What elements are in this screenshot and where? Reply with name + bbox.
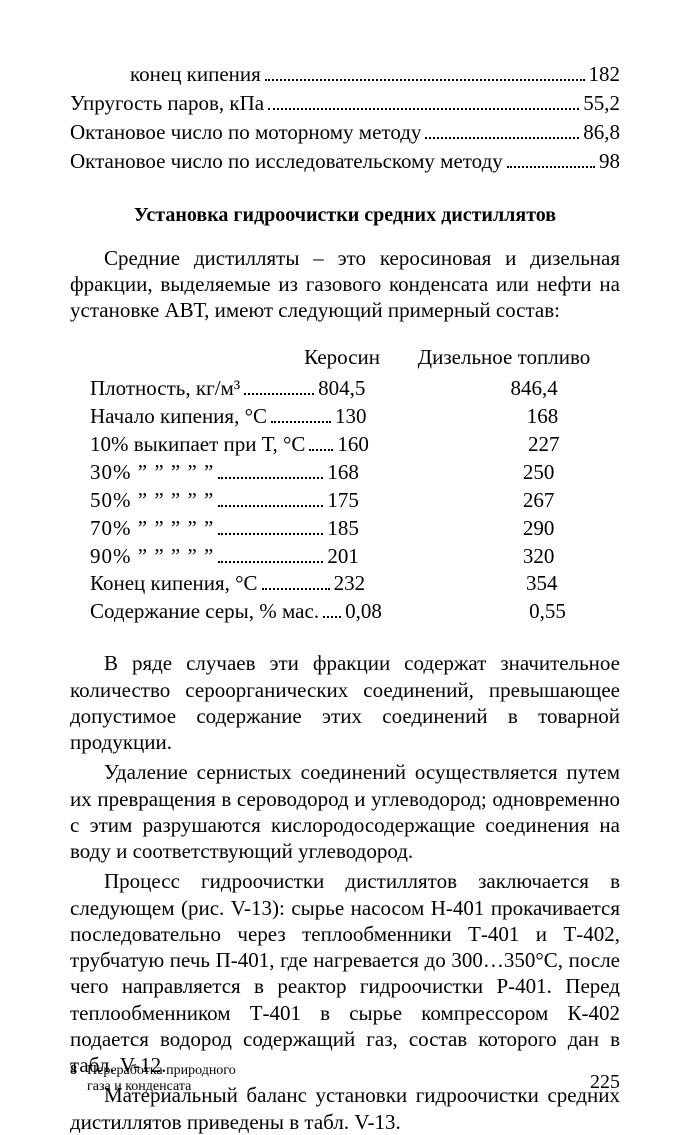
leader-dots <box>425 118 579 139</box>
table-row: 90% ” ” ” ” ” 201320 <box>90 542 620 569</box>
table-row-val1: 185 <box>327 516 397 541</box>
table-row-val1: 168 <box>327 460 397 485</box>
page-number: 225 <box>590 1071 620 1094</box>
table-row-dots <box>218 514 323 535</box>
table-row-dots <box>218 542 323 563</box>
table-row-label: 70% ” ” ” ” ” <box>90 516 214 541</box>
leader-label: Упругость паров, кПа <box>70 91 264 116</box>
table-row: Конец кипения, °С 232354 <box>90 570 620 597</box>
table-row-val2: 168 <box>405 404 620 429</box>
leader-dots <box>507 147 595 168</box>
paragraph-1: Средние дистилляты – это керосиновая и д… <box>70 245 620 324</box>
table-row-val1: 0,08 <box>345 599 415 624</box>
table-row-label: Начало кипения, °С <box>90 404 267 429</box>
table-row-label: Содержание серы, % мас. <box>90 599 319 624</box>
top-leader-list: конец кипения 182Упругость паров, кПа 55… <box>70 60 620 174</box>
table-row-dots <box>218 486 323 507</box>
table-row-label: Конец кипения, °С <box>90 571 258 596</box>
leader-row: Октановое число по моторному методу 86,8 <box>70 118 620 145</box>
leader-label: Октановое число по моторному методу <box>70 120 421 145</box>
table-row-dots <box>262 570 330 591</box>
leader-value: 182 <box>589 62 621 87</box>
table-row-val2: 250 <box>397 460 620 485</box>
table-row-val1: 160 <box>337 432 407 457</box>
leader-label: Октановое число по исследовательскому ме… <box>70 149 503 174</box>
table-row-val1: 201 <box>327 544 397 569</box>
table-row-val1: 130 <box>335 404 405 429</box>
table-row-dots <box>309 430 333 451</box>
table-row: 10% выкипает при Т, °С 160227 <box>90 430 620 457</box>
table-row-dots <box>271 402 331 423</box>
leader-dots <box>268 89 579 110</box>
table-row-val2: 290 <box>397 516 620 541</box>
table-row-val2: 354 <box>404 571 620 596</box>
paragraph-2: В ряде случаев эти фракции содержат знач… <box>70 650 620 755</box>
composition-table: Керосин Дизельное топливо Плотность, кг/… <box>90 345 620 624</box>
table-row: 50% ” ” ” ” ” 175267 <box>90 486 620 513</box>
section-title: Установка гидроочистки средних дистиллят… <box>70 204 620 227</box>
leader-label: конец кипения <box>70 62 261 87</box>
table-row-val2: 846,4 <box>388 376 620 401</box>
leader-row: конец кипения 182 <box>70 60 620 87</box>
table-row-dots <box>244 374 314 395</box>
leader-dots <box>265 60 585 81</box>
table-row-val2: 267 <box>397 488 620 513</box>
table-header-diesel: Дизельное топливо <box>388 345 620 370</box>
table-row-dots <box>323 597 341 618</box>
table-row-label: 10% выкипает при Т, °С <box>90 432 305 457</box>
leader-value: 98 <box>599 149 620 174</box>
footer-text: Переработка природного газа и конденсата <box>87 1063 236 1094</box>
footer-left: 8 Переработка природного газа и конденса… <box>70 1063 236 1094</box>
leader-value: 55,2 <box>583 91 620 116</box>
leader-row: Упругость паров, кПа 55,2 <box>70 89 620 116</box>
table-row: Начало кипения, °С 130168 <box>90 402 620 429</box>
table-row: 70% ” ” ” ” ” 185290 <box>90 514 620 541</box>
table-row: Плотность, кг/м³ 804,5846,4 <box>90 374 620 401</box>
table-row-val2: 227 <box>407 432 620 457</box>
table-row-val2: 0,55 <box>415 599 620 624</box>
page-footer: 8 Переработка природного газа и конденса… <box>70 1063 620 1094</box>
table-row: Содержание серы, % мас. 0,080,55 <box>90 597 620 624</box>
table-row-label: Плотность, кг/м³ <box>90 376 240 401</box>
table-row-label: 30% ” ” ” ” ” <box>90 460 214 485</box>
paragraph-3: Удаление сернистых соединений осуществля… <box>70 759 620 864</box>
table-row: 30% ” ” ” ” ” 168250 <box>90 458 620 485</box>
leader-value: 86,8 <box>583 120 620 145</box>
table-row-dots <box>218 458 323 479</box>
footer-bullet: 8 <box>70 1063 77 1079</box>
table-header-kerosene: Керосин <box>90 345 388 370</box>
table-row-val2: 320 <box>397 544 620 569</box>
leader-row: Октановое число по исследовательскому ме… <box>70 147 620 174</box>
page-container: конец кипения 182Упругость паров, кПа 55… <box>0 0 680 1134</box>
paragraph-4: Процесс гидроочистки дистиллятов заключа… <box>70 868 620 1078</box>
table-row-val1: 232 <box>334 571 404 596</box>
table-row-label: 90% ” ” ” ” ” <box>90 544 214 569</box>
table-row-label: 50% ” ” ” ” ” <box>90 488 214 513</box>
table-row-val1: 804,5 <box>318 376 388 401</box>
table-row-val1: 175 <box>327 488 397 513</box>
table-header: Керосин Дизельное топливо <box>90 345 620 370</box>
